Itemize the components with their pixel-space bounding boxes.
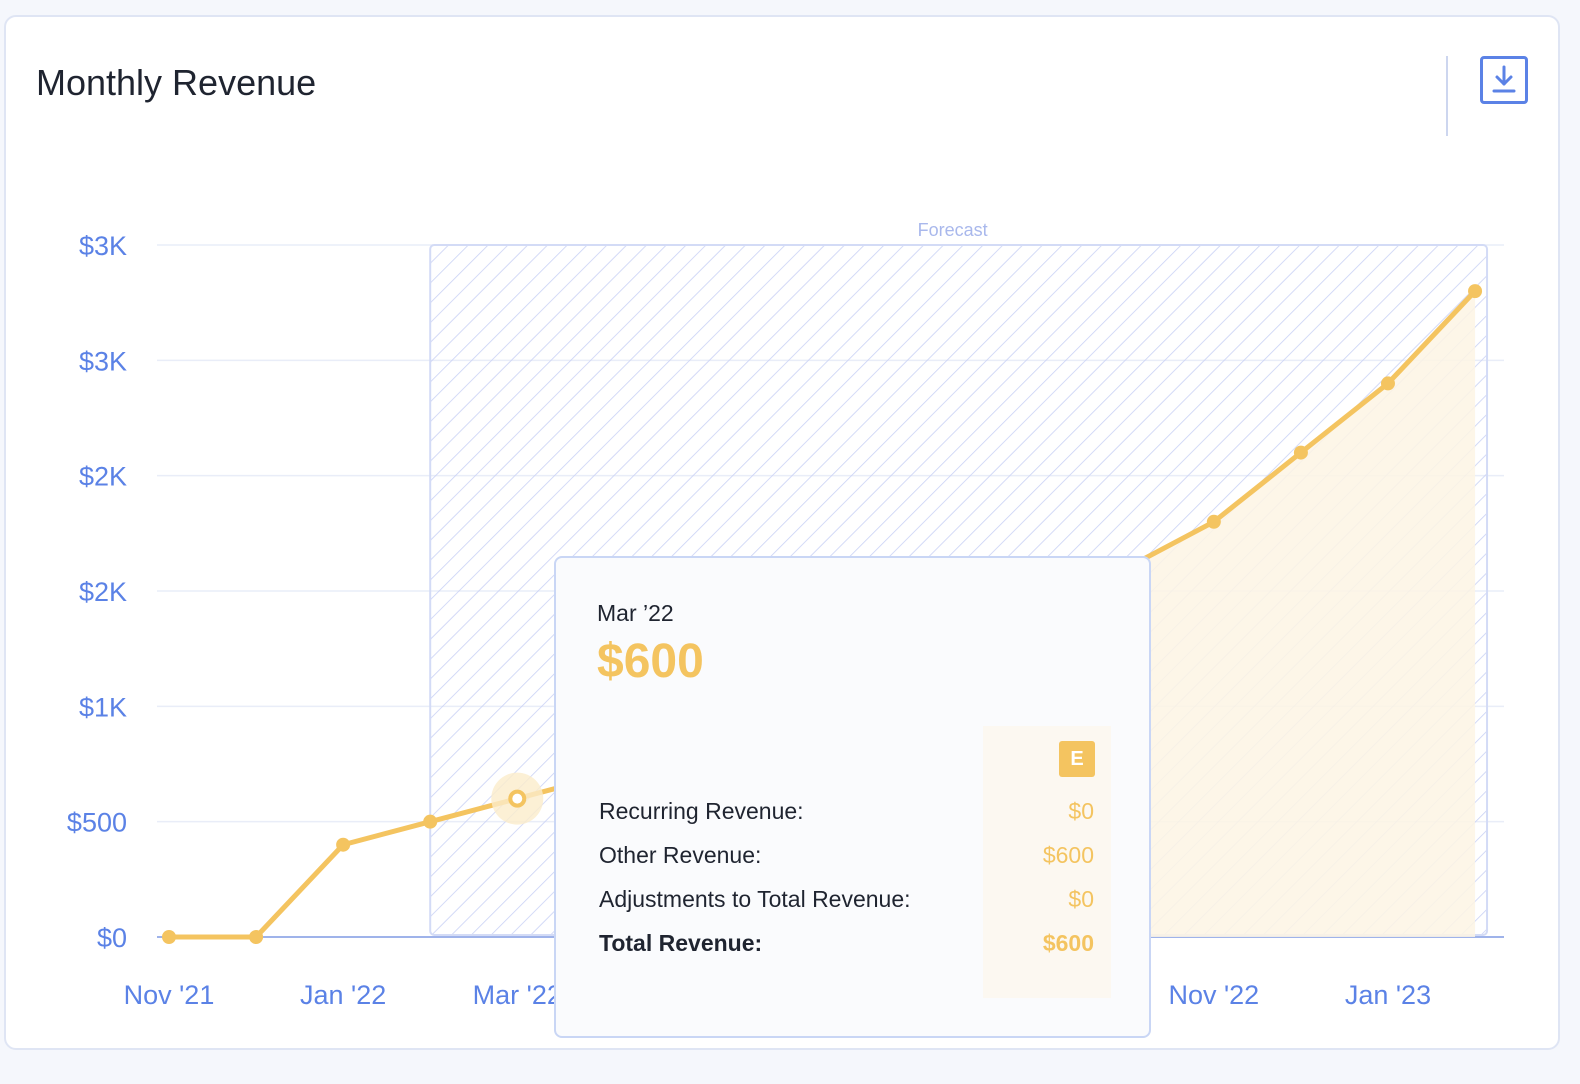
data-point [249, 930, 264, 944]
tooltip-row-value: $600 [1042, 842, 1094, 868]
x-tick-label: Nov '21 [124, 980, 215, 1010]
x-tick-label: Nov '22 [1168, 980, 1259, 1010]
highlighted-data-point [508, 789, 527, 808]
x-tick-label: Mar '22 [473, 980, 562, 1010]
data-point [162, 930, 176, 944]
data-tooltip: Mar ’22 $600 E Recurring Revenue: $0 Oth… [554, 556, 1151, 1038]
data-point [1380, 376, 1395, 391]
data-point [1468, 284, 1483, 299]
download-icon [1492, 65, 1516, 93]
tooltip-row: Recurring Revenue: $0 [599, 798, 1094, 828]
tooltip-row-label: Recurring Revenue: [599, 798, 804, 824]
y-tick-label: $2K [79, 462, 127, 492]
estimate-badge: E [1059, 741, 1095, 777]
y-tick-label: $500 [67, 808, 127, 838]
header-divider [1446, 56, 1448, 136]
data-point [1206, 514, 1221, 529]
tooltip-row: Adjustments to Total Revenue: $0 [599, 886, 1094, 916]
tooltip-row-label: Other Revenue: [599, 842, 762, 868]
x-tick-label: Jan '22 [300, 980, 386, 1010]
tooltip-total-row: Total Revenue: $600 [599, 930, 1094, 960]
y-tick-label: $3K [79, 231, 127, 261]
y-tick-label: $2K [79, 577, 127, 607]
tooltip-amount: $600 [597, 635, 704, 688]
x-tick-label: Jan '23 [1345, 980, 1431, 1010]
tooltip-row-value: $0 [1068, 886, 1094, 912]
forecast-label: Forecast [918, 220, 988, 240]
data-point [336, 837, 351, 852]
y-tick-label: $1K [79, 692, 127, 722]
tooltip-row-label: Adjustments to Total Revenue: [599, 886, 911, 912]
tooltip-total-value: $600 [1042, 930, 1094, 956]
y-tick-label: $0 [97, 923, 127, 953]
revenue-area-fill [1126, 291, 1476, 938]
tooltip-total-label: Total Revenue: [599, 930, 763, 956]
tooltip-row: Other Revenue: $600 [599, 842, 1094, 872]
chart-title: Monthly Revenue [36, 62, 317, 103]
download-button[interactable] [1480, 56, 1528, 104]
data-point [1293, 445, 1308, 460]
y-tick-label: $3K [79, 346, 127, 376]
tooltip-date: Mar ’22 [597, 600, 674, 626]
tooltip-row-value: $0 [1068, 798, 1094, 824]
data-point [423, 814, 438, 829]
